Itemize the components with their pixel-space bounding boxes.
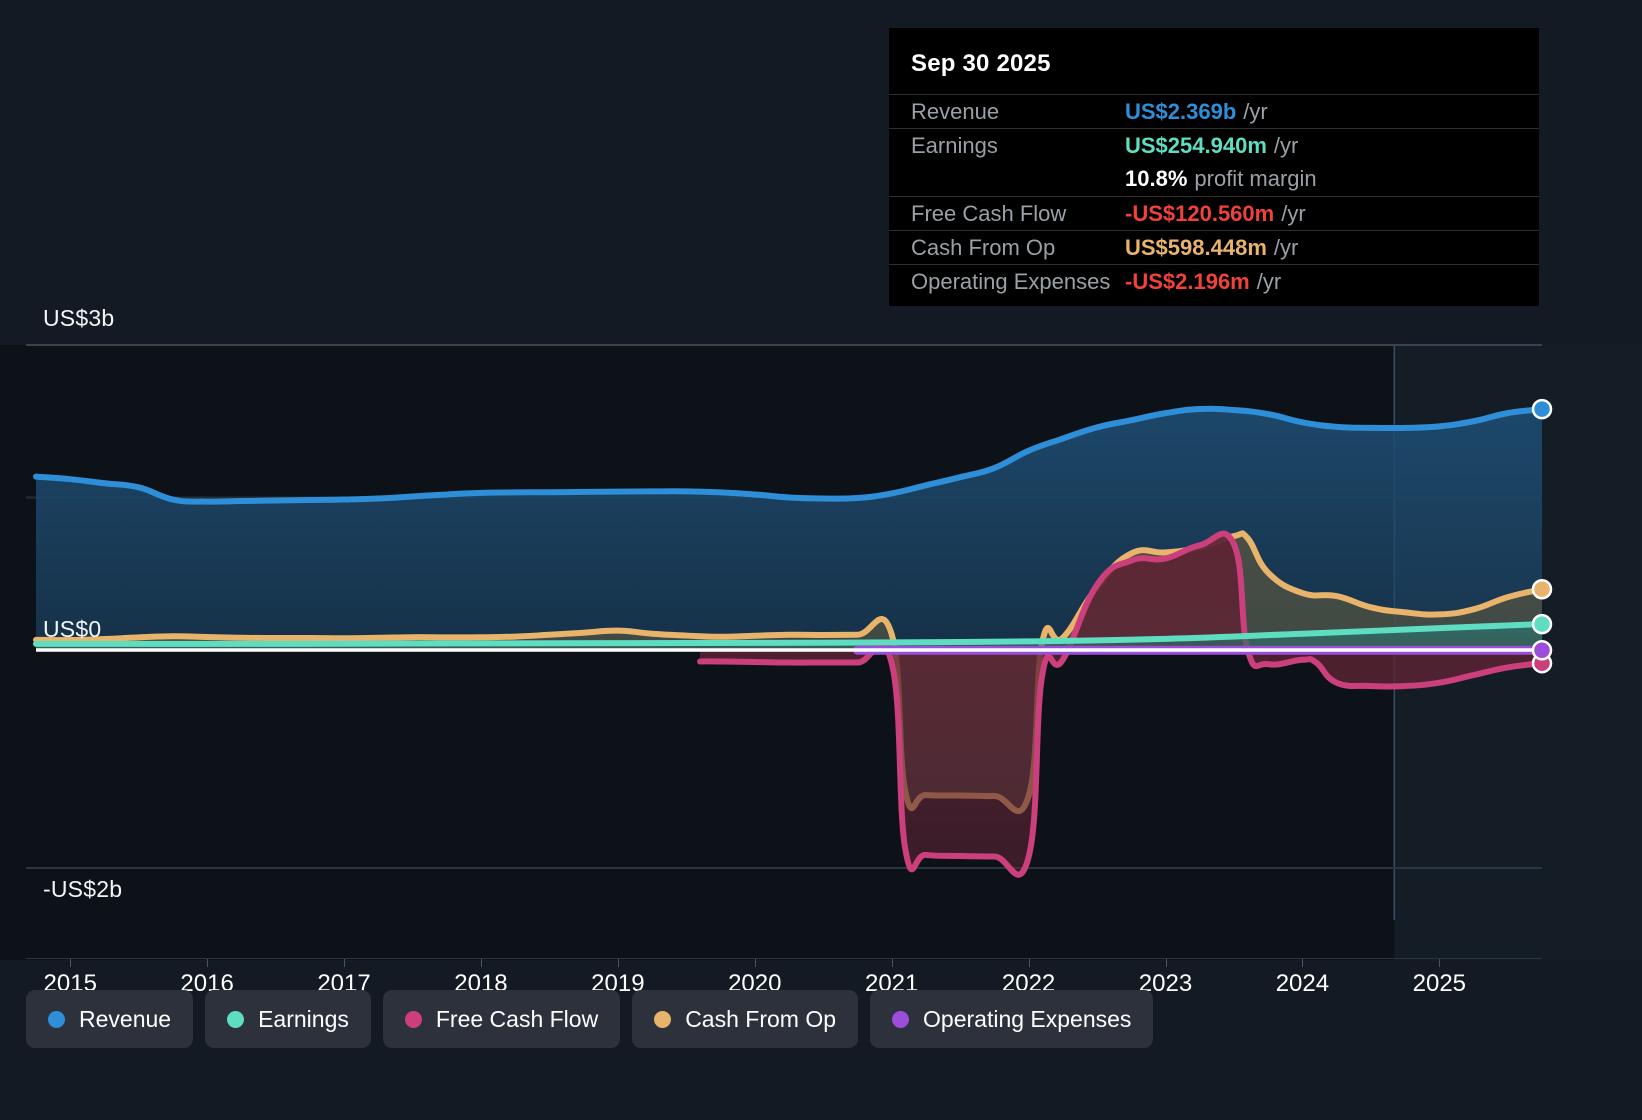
tooltip-row: Revenue US$2.369b/yr (889, 94, 1539, 128)
chart-svg (26, 344, 1642, 960)
legend-color-swatch-icon (892, 1010, 910, 1028)
tooltip-row-label: Free Cash Flow (911, 200, 1067, 226)
x-axis-tick (1028, 958, 1030, 967)
tooltip-row-value: -US$120.560m (1125, 200, 1275, 226)
x-axis-tick (617, 958, 619, 967)
x-axis-label-2024: 2024 (1275, 970, 1330, 997)
x-axis-tick (344, 958, 346, 967)
x-axis-tick (754, 958, 756, 967)
endpoint-cash-from-op (1531, 578, 1553, 600)
legend-color-swatch-icon (48, 1010, 65, 1028)
x-axis-tick (891, 958, 893, 967)
tooltip-date: Sep 30 2025 (911, 50, 1051, 77)
legend-color-swatch-icon (404, 1010, 422, 1028)
tooltip-row-value: 10.8% (1125, 166, 1188, 191)
tooltip-row-unit: /yr (1256, 268, 1282, 294)
endpoint-operating-expenses (1531, 639, 1553, 661)
legend-item-free-cash-flow[interactable]: Free Cash Flow (382, 990, 621, 1048)
x-axis-tick (207, 958, 209, 967)
x-axis-rule (26, 958, 1542, 959)
data-tooltip: Sep 30 2025 Revenue US$2.369b/yr Earnings U… (889, 28, 1539, 306)
tooltip-row-unit: /yr (1243, 98, 1268, 124)
tooltip-row-value: US$2.369b (1125, 98, 1237, 124)
legend-item-earnings[interactable]: Earnings (205, 990, 371, 1048)
line-cash-from-op (33, 530, 1545, 815)
chart-legend: Revenue Earnings Free Cash Flow Cash From O… (26, 990, 1154, 1048)
area-free-cash-flow (700, 533, 1542, 875)
y-axis-label-zero: US$0 (43, 616, 102, 642)
legend-item-revenue[interactable]: Revenue (26, 990, 194, 1048)
line-free-cash-flow (697, 530, 1545, 878)
legend-item-cash-from-op[interactable]: Cash From Op (632, 990, 859, 1048)
tooltip-row: Earnings US$254.940m/yr (889, 128, 1539, 162)
line-revenue (33, 405, 1545, 505)
x-axis-tick (480, 958, 482, 967)
y-axis-label-top: US$3b (43, 305, 115, 331)
x-axis-tick (70, 958, 72, 967)
chart-plot-area[interactable] (0, 0, 1642, 960)
tooltip-row-unit: /yr (1281, 200, 1306, 226)
legend-item-label: Free Cash Flow (435, 1005, 599, 1032)
y-axis-label-bottom: -US$2b (43, 876, 123, 902)
endpoint-revenue (1531, 398, 1553, 420)
tooltip-row-label: Revenue (911, 98, 1000, 124)
tooltip-row-unit: /yr (1273, 132, 1299, 158)
tooltip-row-label: Earnings (911, 132, 998, 158)
tooltip-row-unit: profit margin (1194, 166, 1317, 191)
legend-color-swatch-icon (654, 1010, 672, 1028)
legend-item-label: Cash From Op (685, 1005, 837, 1032)
tooltip-rows: Revenue US$2.369b/yr Earnings US$254.940m/y… (889, 94, 1539, 298)
legend-item-operating-expenses[interactable]: Operating Expenses (870, 990, 1154, 1048)
tooltip-row: Operating Expenses -US$2.196m/yr (889, 264, 1539, 298)
tooltip-row-label: Cash From Op (911, 234, 1056, 260)
tooltip-row-unit: /yr (1273, 234, 1299, 260)
legend-item-label: Operating Expenses (923, 1005, 1132, 1032)
tooltip-row-value: -US$2.196m (1125, 268, 1250, 294)
line-earnings (33, 621, 1545, 647)
area-earnings (36, 624, 1542, 650)
legend-item-label: Revenue (79, 1005, 172, 1032)
tooltip-row: Cash From Op US$598.448m/yr (889, 230, 1539, 264)
tooltip-row-value: US$598.448m (1125, 234, 1267, 260)
x-axis-tick (1439, 958, 1441, 967)
legend-item-label: Earnings (258, 1005, 349, 1032)
x-axis-tick (1302, 958, 1304, 967)
tooltip-row-value: US$254.940m (1125, 132, 1267, 158)
endpoint-earnings (1531, 613, 1553, 635)
x-axis-label-2025: 2025 (1412, 970, 1467, 997)
tooltip-row: Free Cash Flow -US$120.560m/yr (889, 196, 1539, 230)
tooltip-row-label: Operating Expenses (911, 268, 1111, 294)
legend-color-swatch-icon (227, 1010, 245, 1028)
tooltip-row: 10.8% profit margin (889, 162, 1539, 196)
x-axis-tick (1165, 958, 1167, 967)
